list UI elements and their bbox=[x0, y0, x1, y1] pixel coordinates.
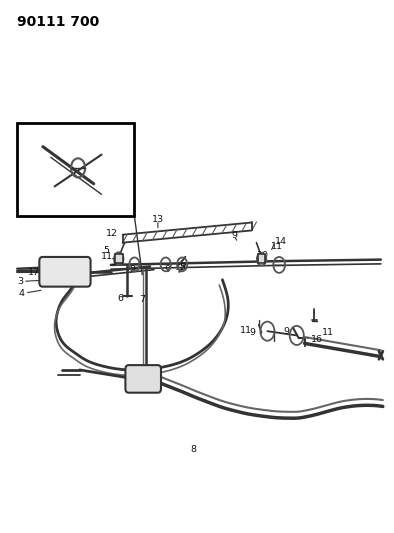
Text: 10: 10 bbox=[111, 258, 123, 266]
Text: 9: 9 bbox=[165, 265, 171, 273]
Text: 11: 11 bbox=[101, 253, 113, 262]
Text: 90111 700: 90111 700 bbox=[17, 14, 99, 29]
Text: 7: 7 bbox=[30, 196, 36, 205]
Text: 2: 2 bbox=[80, 256, 85, 265]
Text: 11: 11 bbox=[271, 242, 283, 251]
Text: 9: 9 bbox=[250, 328, 256, 337]
Bar bbox=[258, 254, 266, 263]
Text: 16: 16 bbox=[310, 335, 322, 344]
Text: 10: 10 bbox=[257, 252, 269, 261]
Text: 3: 3 bbox=[17, 277, 23, 286]
Text: 1: 1 bbox=[40, 260, 46, 268]
Text: 9: 9 bbox=[130, 265, 136, 273]
Text: 9: 9 bbox=[283, 327, 289, 336]
Text: 6: 6 bbox=[118, 294, 124, 303]
Text: 15: 15 bbox=[175, 263, 188, 272]
Text: 17: 17 bbox=[28, 268, 40, 277]
Text: 9: 9 bbox=[231, 231, 237, 240]
Text: 13: 13 bbox=[152, 215, 164, 224]
Bar bbox=[115, 254, 123, 263]
Text: 8: 8 bbox=[190, 445, 196, 454]
Text: 12: 12 bbox=[106, 229, 118, 238]
FancyBboxPatch shape bbox=[125, 365, 161, 393]
FancyBboxPatch shape bbox=[39, 257, 91, 287]
Text: 5: 5 bbox=[103, 246, 109, 255]
Text: 7: 7 bbox=[139, 295, 145, 304]
Text: 14: 14 bbox=[275, 237, 287, 246]
Text: 4: 4 bbox=[19, 288, 25, 297]
Text: 11: 11 bbox=[322, 328, 334, 337]
Bar bbox=[17, 123, 134, 216]
Text: 11: 11 bbox=[240, 326, 252, 335]
